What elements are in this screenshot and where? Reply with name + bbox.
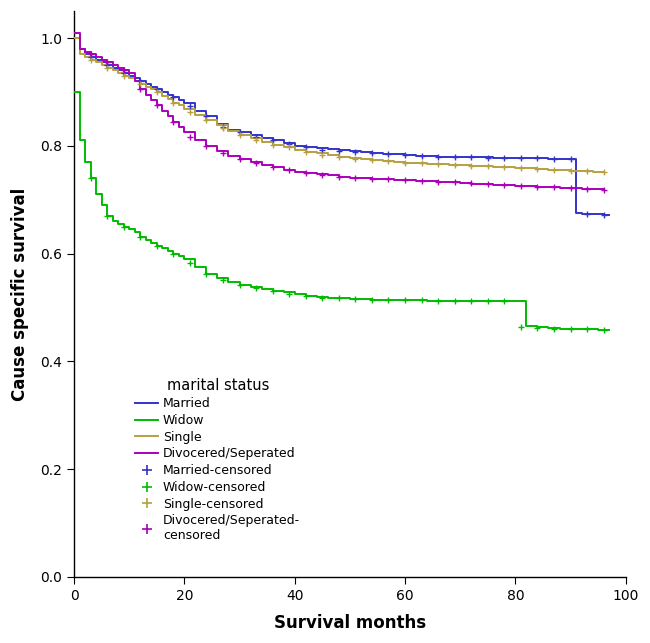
Y-axis label: Cause specific survival: Cause specific survival [11,187,29,401]
X-axis label: Survival months: Survival months [274,614,426,632]
Legend: Married, Widow, Single, Divocered/Seperated, Married-censored, Widow-censored, S: Married, Widow, Single, Divocered/Sepera… [135,379,300,543]
